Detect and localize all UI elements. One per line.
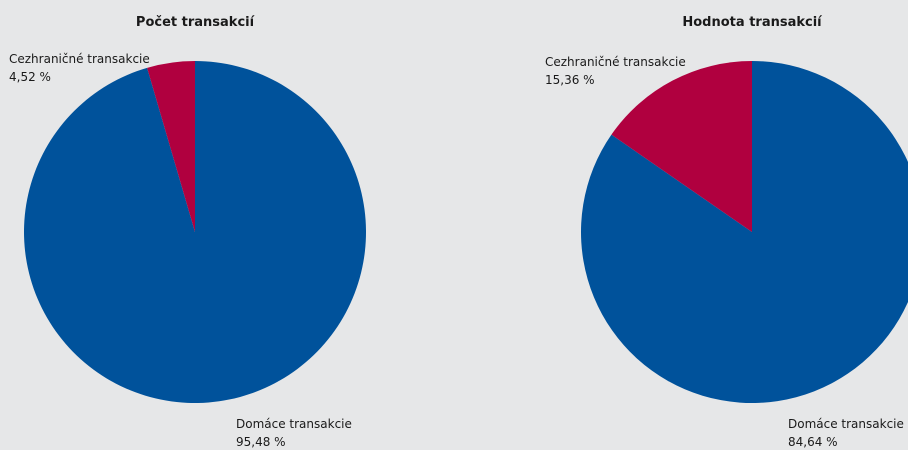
slice-domestic-value: [581, 61, 908, 403]
value-crossborder-count: 4,52 %: [9, 70, 51, 84]
label-crossborder-count: Cezhraničné transakcie: [9, 52, 150, 66]
label-crossborder-value: Cezhraničné transakcie: [545, 55, 686, 69]
chart-title-count: Počet transakcií: [136, 15, 256, 30]
slice-crossborder-count: [147, 61, 195, 232]
value-domestic-count: 95,48 %: [236, 435, 286, 449]
chart-title-value: Hodnota transakcií: [682, 15, 823, 30]
value-domestic-value: 84,64 %: [788, 435, 838, 449]
label-domestic-value: Domáce transakcie: [788, 417, 904, 431]
pie-chart-count: Počet transakcií Cezhraničné transakcie …: [9, 15, 367, 449]
pie-chart-value: Hodnota transakcií Cezhraničné transakci…: [545, 15, 908, 449]
slice-crossborder-value: [611, 61, 752, 232]
value-crossborder-value: 15,36 %: [545, 73, 595, 87]
label-domestic-count: Domáce transakcie: [236, 417, 352, 431]
slice-domestic-count: [24, 61, 367, 404]
